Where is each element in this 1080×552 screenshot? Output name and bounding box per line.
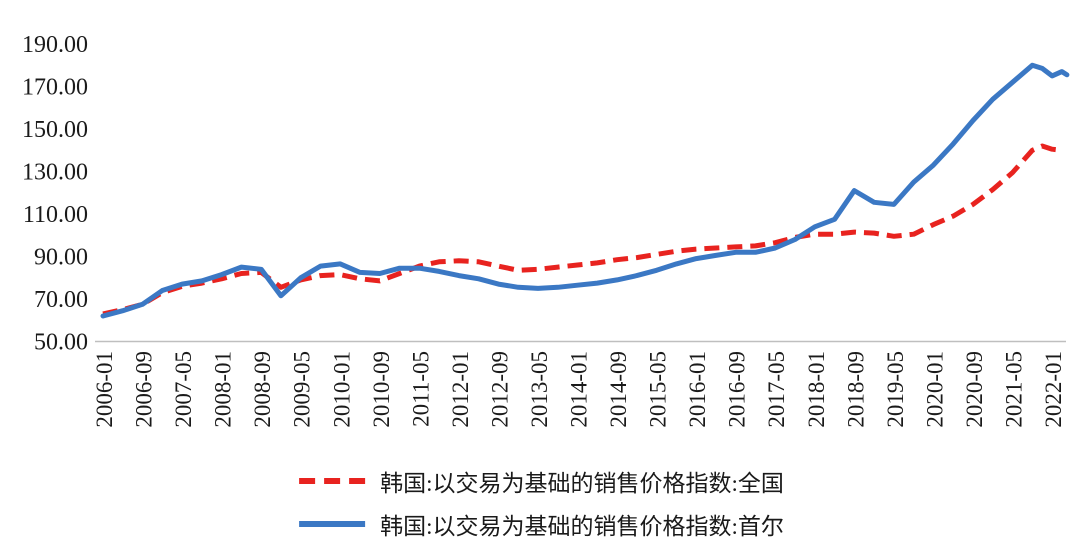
x-axis-tick-label: 2021-05 xyxy=(1002,351,1027,428)
y-axis-tick-label: 70.00 xyxy=(34,287,88,313)
x-axis-tick-label: 2020-09 xyxy=(962,351,987,428)
y-axis-tick-label: 130.00 xyxy=(22,160,88,186)
nationwide-series-line xyxy=(102,143,1063,317)
x-axis-tick-label: 2016-01 xyxy=(685,351,710,428)
x-axis-tick-label: 2014-09 xyxy=(606,351,631,428)
x-axis-tick-label: 2012-01 xyxy=(448,351,473,428)
x-axis-tick-label: 2018-01 xyxy=(804,351,829,428)
y-axis-tick-label: 50.00 xyxy=(34,330,88,356)
x-axis-tick-label: 2018-09 xyxy=(843,351,868,428)
x-axis-tick-label: 2008-09 xyxy=(250,351,275,428)
x-axis-tick-label: 2006-09 xyxy=(132,351,157,428)
seoul-series-line xyxy=(100,62,1070,319)
x-axis-tick-label: 2010-09 xyxy=(369,351,394,428)
y-axis-tick-label: 190.00 xyxy=(22,32,88,58)
x-axis-tick-label: 2006-01 xyxy=(92,351,117,428)
legend-dashed-line-sample xyxy=(299,478,366,484)
legend-solid-line-sample xyxy=(299,521,366,527)
x-axis-tick-label: 2016-09 xyxy=(725,351,750,428)
x-axis-tick-label: 2013-05 xyxy=(527,351,552,428)
x-axis-tick-label: 2010-01 xyxy=(329,351,354,428)
x-axis-tick-label: 2009-05 xyxy=(290,351,315,428)
legend-label-seoul: 韩国:以交易为基础的销售价格指数:首尔 xyxy=(380,514,784,539)
x-axis-tick-label: 2019-05 xyxy=(883,351,908,428)
legend-label-nationwide: 韩国:以交易为基础的销售价格指数:全国 xyxy=(380,471,784,496)
x-axis-tick-label: 2022-01 xyxy=(1041,351,1066,428)
x-axis-tick-label: 2007-05 xyxy=(171,351,196,428)
y-axis-tick-label: 110.00 xyxy=(23,202,88,228)
chart-legend: 韩国:以交易为基础的销售价格指数:全国 韩国:以交易为基础的销售价格指数:首尔 xyxy=(296,464,784,541)
x-axis-tick-label: 2008-01 xyxy=(211,351,236,428)
x-axis-tick-label: 2015-05 xyxy=(646,351,671,428)
y-axis-tick-label: 150.00 xyxy=(22,117,88,143)
legend-item-nationwide: 韩国:以交易为基础的销售价格指数:全国 xyxy=(296,464,784,498)
x-axis-tick-label: 2012-09 xyxy=(487,351,512,428)
legend-item-seoul: 韩国:以交易为基础的销售价格指数:首尔 xyxy=(296,507,784,541)
x-axis-tick-label: 2017-05 xyxy=(764,351,789,428)
x-axis-tick-label: 2014-01 xyxy=(567,351,592,428)
y-axis-tick-label: 170.00 xyxy=(22,75,88,101)
x-axis-tick-label: 2011-05 xyxy=(408,351,433,427)
x-axis-tick-label: 2020-01 xyxy=(922,351,947,428)
y-axis-tick-label: 90.00 xyxy=(34,245,88,271)
